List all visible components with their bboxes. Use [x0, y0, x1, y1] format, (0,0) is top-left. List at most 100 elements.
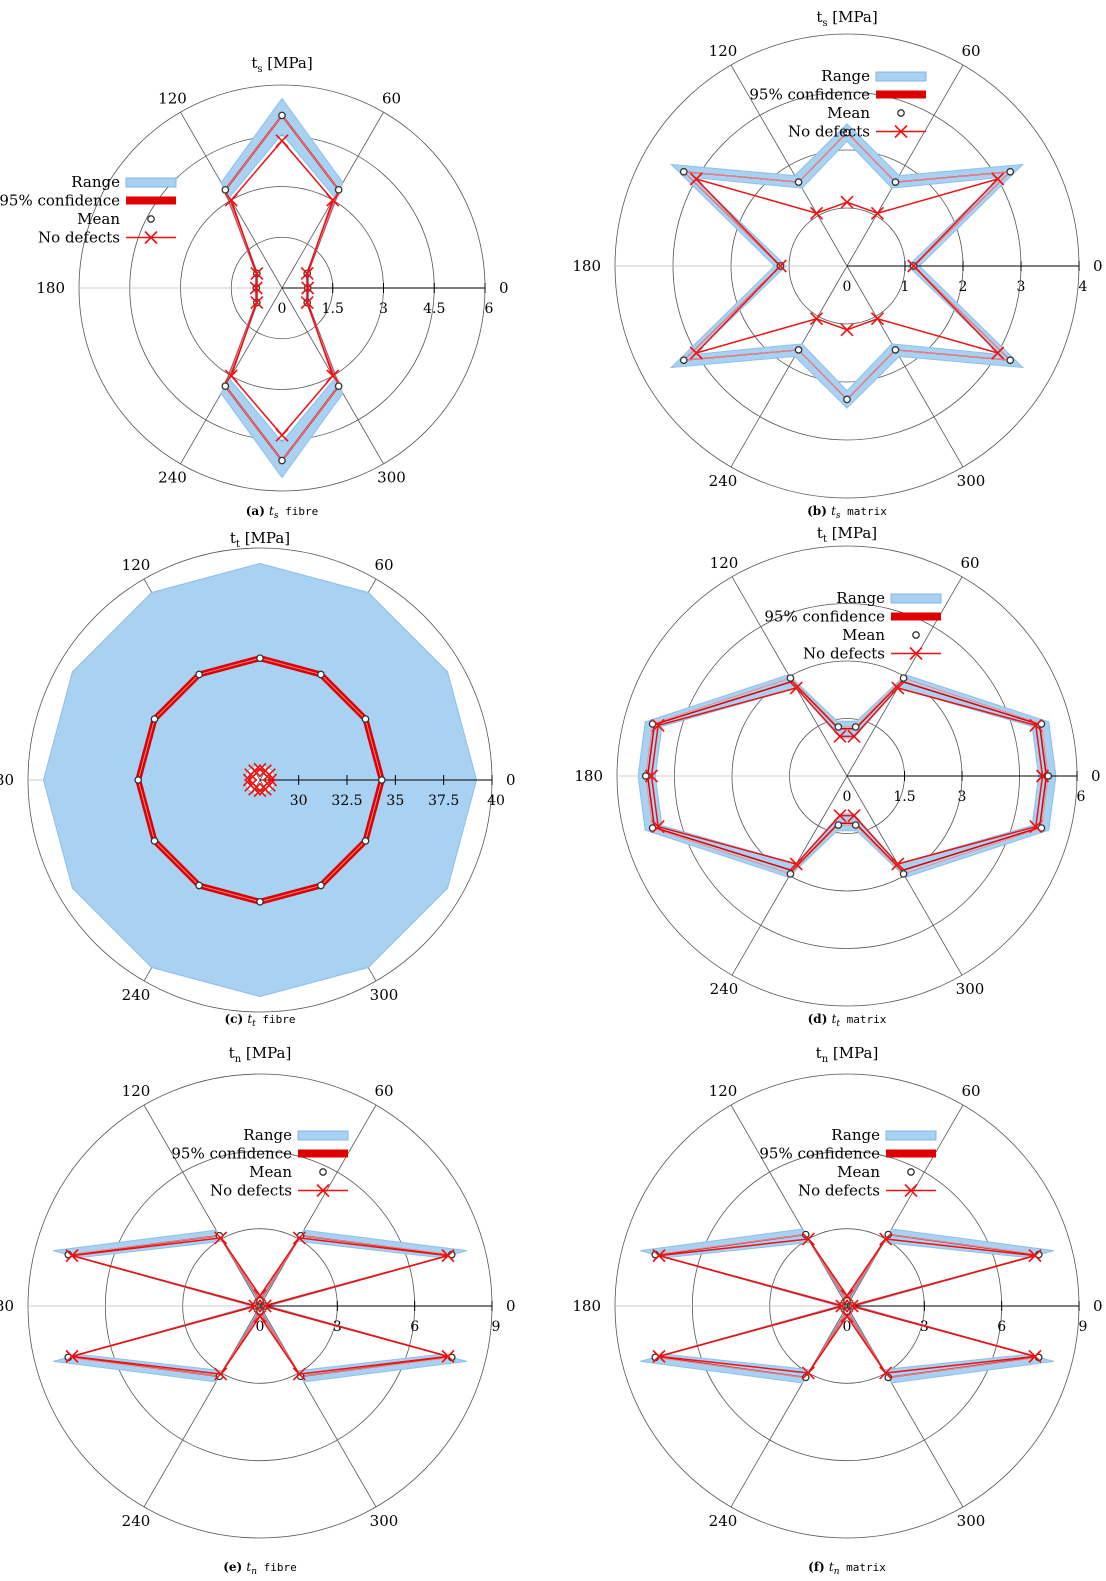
legend-swatch-range	[297, 1130, 349, 1141]
mean-point	[221, 185, 230, 194]
angle-label-300: 300	[370, 986, 399, 1004]
spoke-120	[143, 1104, 261, 1307]
radial-tick-label: 35	[386, 793, 404, 809]
angle-label-240: 240	[709, 472, 738, 490]
mean-point	[834, 723, 843, 731]
mean-point	[891, 346, 900, 354]
angle-label-60: 60	[374, 1082, 393, 1100]
title-main: t	[816, 1044, 822, 1062]
legend-swatch-nodefects-x	[894, 124, 908, 139]
legend-label: No defects	[210, 1182, 292, 1200]
mean-point	[334, 382, 343, 391]
caption-sub: s	[274, 511, 279, 521]
mean-point	[786, 674, 795, 682]
no-defects-point	[301, 281, 315, 295]
no-defects-point	[689, 346, 703, 360]
caption-sym: t	[829, 1560, 834, 1574]
title-main: t	[817, 524, 823, 542]
angle-label-180: 180	[572, 1297, 601, 1315]
chart-title: tt [MPa]	[817, 524, 877, 545]
no-defects-point	[651, 718, 665, 732]
caption-sub: t	[836, 1019, 840, 1029]
chart-title: tn [MPa]	[816, 1044, 879, 1065]
angle-label-0: 0	[1093, 1297, 1103, 1315]
title-sub: t	[236, 539, 240, 550]
angle-label-60: 60	[961, 1082, 980, 1100]
angle-label-300: 300	[957, 1512, 986, 1530]
no-defects-point	[847, 729, 861, 743]
title-sub: t	[823, 534, 827, 545]
no-defects-point	[652, 1349, 666, 1363]
chart-caption: (b) ts matrix	[807, 504, 887, 521]
legend-swatch-confidence	[876, 90, 926, 99]
mean-point	[317, 670, 325, 679]
radial-tick-label: 4	[1079, 279, 1088, 295]
no-defects-point	[840, 195, 854, 209]
no-defects-point	[840, 1309, 854, 1323]
title-main: t	[251, 54, 257, 72]
no-defects-point	[258, 764, 272, 778]
no-defects-point	[845, 1299, 859, 1313]
no-defects-point	[991, 172, 1005, 186]
mean-point	[801, 1373, 810, 1382]
legend-swatch-nodefects-x	[144, 230, 158, 245]
angle-label-60: 60	[382, 89, 401, 107]
radial-tick-label: 6	[485, 301, 494, 317]
angle-label-240: 240	[158, 469, 187, 487]
no-defects-point	[907, 259, 921, 273]
chart-caption: (f) tn matrix	[808, 1560, 886, 1577]
mean-point	[221, 382, 230, 391]
no-defects-point	[250, 266, 264, 281]
angle-label-180: 180	[36, 279, 65, 297]
no-defects-point	[258, 1299, 272, 1313]
radial-tick-label: 3	[920, 1319, 929, 1335]
range-band	[637, 674, 1057, 878]
spoke-60	[846, 1104, 964, 1307]
caption-word: fibre	[279, 505, 319, 518]
chart-caption: (c) tt fibre	[224, 1012, 295, 1029]
no-defects-point	[689, 172, 703, 186]
mean-point	[843, 395, 851, 404]
angle-label-0: 0	[506, 1297, 516, 1315]
mean-point	[851, 821, 860, 829]
radial-tick-label: 0	[843, 279, 852, 295]
angle-label-120: 120	[122, 556, 151, 574]
mean-point	[1006, 356, 1015, 365]
no-defects-point	[840, 323, 854, 337]
caption-word: fibre	[256, 1013, 296, 1026]
mean-point	[278, 456, 286, 465]
radial-tick-label: 3	[958, 789, 967, 805]
no-defects-point	[242, 773, 256, 787]
mean-point	[679, 356, 688, 365]
caption-word: matrix	[841, 505, 888, 518]
mean-point	[377, 776, 386, 784]
no-defects-point	[264, 773, 278, 787]
chart-caption: (a) ts fibre	[246, 504, 319, 521]
mean-point	[195, 670, 203, 679]
no-defects-point	[847, 809, 861, 823]
no-defects-point	[789, 681, 803, 695]
legend-label: No defects	[38, 229, 120, 247]
legend-label: 95% confidence	[759, 1145, 880, 1163]
angle-label-300: 300	[377, 469, 406, 487]
angle-label-240: 240	[122, 1512, 151, 1530]
no-defects-point	[879, 1232, 893, 1246]
radial-tick-label: 37.5	[428, 793, 459, 809]
no-defects-point	[1029, 718, 1043, 732]
legend-swatch-nodefects-x	[316, 1183, 330, 1198]
no-defects-point	[789, 857, 803, 871]
no-defects-point	[275, 134, 289, 148]
title-main: t	[229, 1044, 235, 1062]
radial-tick-label: 1	[901, 279, 910, 295]
radial-tick-label: 2	[959, 279, 968, 295]
no-defects-point	[300, 295, 314, 310]
title-unit: [MPa]	[241, 1044, 291, 1062]
legend-label: 95% confidence	[171, 1145, 292, 1163]
radial-tick-label: 32.5	[331, 793, 362, 809]
no-defects-point	[833, 809, 847, 823]
legend-label: No defects	[803, 645, 885, 663]
